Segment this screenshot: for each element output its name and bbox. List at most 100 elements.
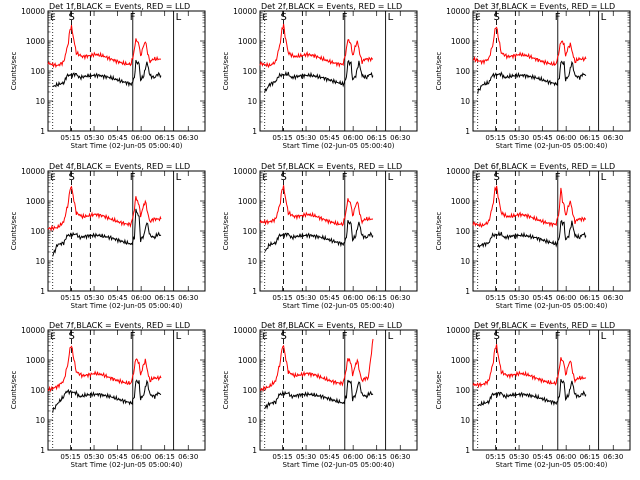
chart-panel-8: Det 8f,BLACK = Events, RED = LLD 1 10 100 10…: [222, 321, 418, 469]
x-axis-label: Start Time (02-Jun-05 05:00:40): [71, 461, 183, 469]
x-tick-label: 05:45: [320, 294, 340, 302]
series-lld-line: [47, 185, 162, 232]
marker-label-e: E: [262, 173, 268, 183]
x-axis-label: Start Time (02-Jun-05 05:00:40): [283, 461, 395, 469]
x-tick-label: 06:00: [343, 134, 363, 142]
x-tick-label: 05:45: [108, 294, 128, 302]
x-tick-label: 06:00: [343, 453, 363, 461]
marker-label-l: L: [388, 331, 394, 342]
series-lld-line: [472, 26, 587, 66]
chart-panel-9: Det 9f,BLACK = Events, RED = LLD 1 10 100 10…: [435, 321, 631, 469]
y-tick-label: 10000: [21, 7, 45, 16]
series-lld-line: [259, 23, 374, 69]
x-tick-label: 05:45: [320, 453, 340, 461]
y-tick-label: 100: [456, 67, 471, 76]
marker-label-e: E: [475, 332, 481, 342]
x-tick-label: 06:15: [367, 453, 387, 461]
y-tick-label: 10: [35, 416, 45, 425]
marker-label-s: S: [494, 12, 500, 23]
y-tick-label: 10: [460, 97, 470, 106]
series-events-line: [477, 219, 587, 249]
x-tick-label: 05:15: [272, 134, 292, 142]
marker-label-s: S: [494, 331, 500, 342]
marker-label-f: F: [555, 172, 561, 183]
y-tick-label: 100: [31, 227, 46, 236]
y-tick-label: 10000: [21, 167, 45, 176]
chart-panel-4: Det 4f,BLACK = Events, RED = LLD 1 10 100 10…: [10, 162, 206, 310]
chart-title: Det 8f,BLACK = Events, RED = LLD: [261, 321, 402, 330]
marker-label-e: E: [475, 173, 481, 183]
y-tick-label: 1: [252, 127, 257, 136]
y-tick-label: 1000: [238, 197, 257, 206]
x-tick-label: 06:15: [367, 134, 387, 142]
y-axis-label: Counts/sec: [222, 212, 230, 251]
chart-panel-6: Det 6f,BLACK = Events, RED = LLD 1 10 100 10…: [435, 162, 631, 310]
y-tick-label: 1: [465, 127, 470, 136]
series-events-line: [264, 219, 374, 252]
marker-label-f: F: [555, 12, 561, 23]
marker-label-e: E: [50, 13, 56, 23]
y-axis-label: Counts/sec: [222, 371, 230, 410]
x-tick-label: 05:30: [84, 294, 104, 302]
x-tick-label: 05:45: [320, 134, 340, 142]
x-tick-label: 06:00: [131, 134, 151, 142]
x-tick-label: 06:15: [580, 134, 600, 142]
marker-label-s: S: [69, 172, 75, 183]
chart-title: Det 2f,BLACK = Events, RED = LLD: [261, 2, 402, 11]
y-tick-label: 1000: [238, 356, 257, 365]
x-tick-label: 05:15: [60, 453, 80, 461]
x-tick-label: 05:30: [84, 134, 104, 142]
y-tick-label: 100: [31, 67, 46, 76]
y-tick-label: 10: [35, 97, 45, 106]
x-tick-label: 05:45: [533, 134, 553, 142]
x-tick-label: 06:15: [155, 453, 175, 461]
marker-label-f: F: [342, 172, 348, 183]
x-tick-label: 06:00: [556, 134, 576, 142]
y-tick-label: 10: [247, 97, 257, 106]
y-tick-label: 100: [243, 227, 258, 236]
x-tick-label: 05:45: [533, 453, 553, 461]
series-events-line: [477, 378, 587, 407]
x-tick-label: 06:15: [155, 294, 175, 302]
marker-label-l: L: [176, 12, 182, 23]
x-tick-label: 05:15: [60, 134, 80, 142]
chart-panel-3: Det 3f,BLACK = Events, RED = LLD 1 10 100 10…: [435, 2, 631, 150]
x-tick-label: 06:30: [390, 294, 410, 302]
x-tick-label: 05:45: [108, 453, 128, 461]
x-tick-label: 05:30: [509, 453, 529, 461]
marker-label-s: S: [281, 331, 287, 342]
x-tick-label: 05:45: [533, 294, 553, 302]
y-axis-label: Counts/sec: [222, 52, 230, 91]
y-tick-label: 1000: [451, 356, 470, 365]
marker-label-s: S: [281, 172, 287, 183]
x-tick-label: 05:15: [485, 453, 505, 461]
marker-label-e: E: [262, 13, 268, 23]
x-tick-label: 06:15: [580, 453, 600, 461]
x-tick-label: 05:30: [509, 294, 529, 302]
y-tick-label: 1: [465, 287, 470, 296]
x-axis-label: Start Time (02-Jun-05 05:00:40): [496, 142, 608, 150]
y-tick-label: 1000: [238, 37, 257, 46]
x-tick-label: 06:30: [178, 453, 198, 461]
series-events-line: [264, 379, 374, 410]
chart-panel-5: Det 5f,BLACK = Events, RED = LLD 1 10 100 10…: [222, 162, 418, 310]
y-tick-label: 10: [35, 257, 45, 266]
x-axis-label: Start Time (02-Jun-05 05:00:40): [283, 142, 395, 150]
x-tick-label: 06:30: [390, 134, 410, 142]
x-tick-label: 05:15: [272, 453, 292, 461]
marker-label-s: S: [69, 12, 75, 23]
y-tick-label: 100: [31, 386, 46, 395]
marker-label-f: F: [342, 331, 348, 342]
marker-label-f: F: [342, 12, 348, 23]
x-tick-label: 06:30: [603, 294, 623, 302]
y-tick-label: 1: [252, 446, 257, 455]
x-tick-label: 06:30: [390, 453, 410, 461]
x-tick-label: 06:00: [131, 453, 151, 461]
x-tick-label: 05:30: [296, 453, 316, 461]
marker-label-l: L: [176, 331, 182, 342]
marker-label-f: F: [555, 331, 561, 342]
x-tick-label: 06:30: [178, 294, 198, 302]
y-tick-label: 10000: [446, 326, 470, 335]
x-axis-label: Start Time (02-Jun-05 05:00:40): [496, 461, 608, 469]
y-axis-label: Counts/sec: [10, 52, 18, 91]
